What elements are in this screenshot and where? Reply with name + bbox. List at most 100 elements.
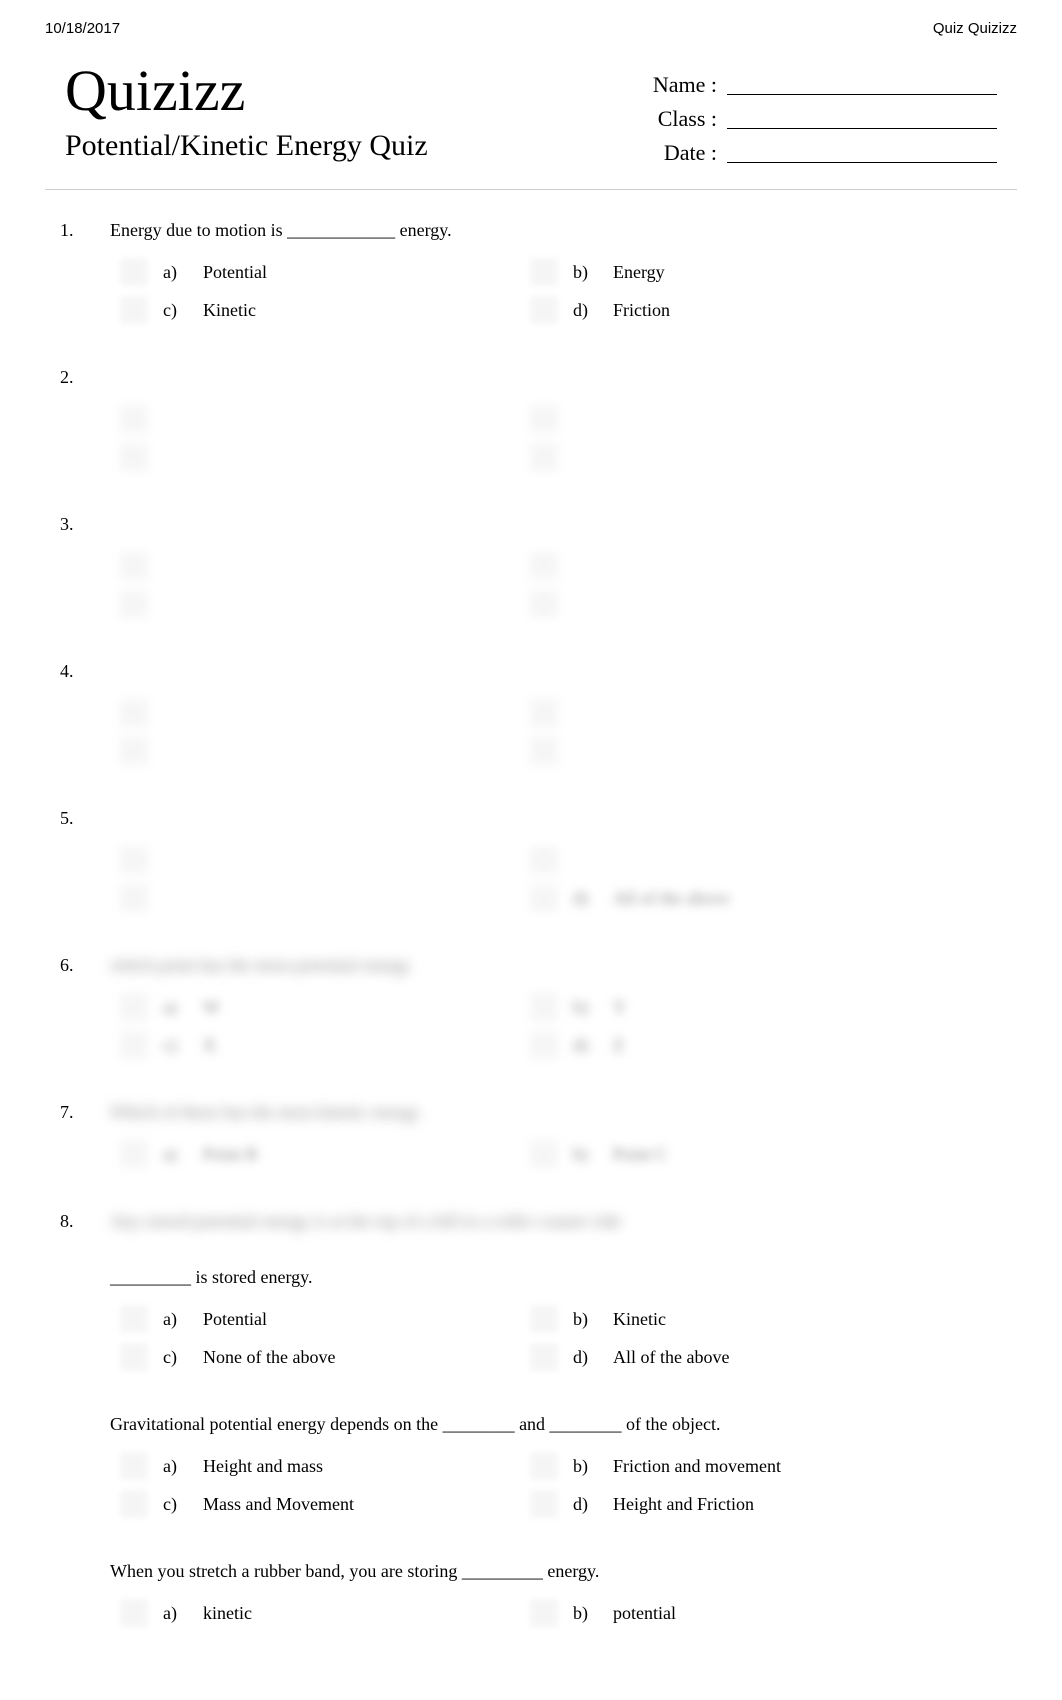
option-checkbox[interactable] <box>530 1599 558 1627</box>
option-checkbox[interactable] <box>120 1343 148 1371</box>
option-row: a)Potential <box>120 256 530 288</box>
options-grid: a)kineticb)potential <box>60 1597 1017 1635</box>
option-checkbox[interactable] <box>530 699 558 727</box>
options-col-right: b)Energyd)Friction <box>530 256 940 332</box>
option-checkbox[interactable] <box>530 846 558 874</box>
option-checkbox[interactable] <box>530 1490 558 1518</box>
class-label: Class : <box>637 106 727 132</box>
name-line[interactable] <box>727 75 997 95</box>
question-number: 2. <box>60 367 110 388</box>
header-date: 10/18/2017 <box>45 20 120 37</box>
option-letter: a) <box>163 997 203 1018</box>
option-row: c)None of the above <box>120 1341 530 1373</box>
options-grid <box>60 403 1017 479</box>
date-line[interactable] <box>727 143 997 163</box>
options-col-left: a)Wc)X <box>120 991 530 1067</box>
option-row <box>120 882 530 914</box>
option-checkbox[interactable] <box>120 1140 148 1168</box>
options-col-left: a)Point B <box>120 1138 530 1176</box>
option-row: a)Potential <box>120 1303 530 1335</box>
options-col-left: a)Potential c)None of the above <box>120 1303 530 1379</box>
question-number: 7. <box>60 1102 110 1123</box>
option-checkbox[interactable] <box>530 258 558 286</box>
option-checkbox[interactable] <box>530 993 558 1021</box>
option-checkbox[interactable] <box>530 1031 558 1059</box>
name-label: Name : <box>637 72 727 98</box>
options-grid <box>60 697 1017 773</box>
option-checkbox[interactable] <box>530 296 558 324</box>
page-header: 10/18/2017 Quiz Quizizz <box>0 0 1062 47</box>
option-row <box>530 697 940 729</box>
options-col-left <box>120 550 530 626</box>
question-row: 3. <box>60 514 1017 535</box>
option-checkbox[interactable] <box>120 1452 148 1480</box>
option-checkbox[interactable] <box>530 590 558 618</box>
option-text: Point B <box>203 1144 258 1165</box>
option-checkbox[interactable] <box>120 296 148 324</box>
option-checkbox[interactable] <box>120 443 148 471</box>
option-checkbox[interactable] <box>120 699 148 727</box>
option-row <box>120 844 530 876</box>
option-checkbox[interactable] <box>120 1599 148 1627</box>
option-checkbox[interactable] <box>530 1343 558 1371</box>
option-letter: d) <box>573 888 613 909</box>
info-block: Name : Class : Date : <box>637 57 997 174</box>
options-grid: a)Point Bb)Point C <box>60 1138 1017 1176</box>
option-row <box>120 550 530 582</box>
option-row <box>120 697 530 729</box>
option-checkbox[interactable] <box>530 737 558 765</box>
options-grid: a)Potentialc)None of the aboveb)Kineticd… <box>60 1303 1017 1379</box>
option-checkbox[interactable] <box>530 1305 558 1333</box>
option-text: Friction <box>613 300 670 321</box>
options-col-right: b)Friction and movementd)Height and Fric… <box>530 1450 940 1526</box>
question-text: Any stored potential energy is at the to… <box>110 1211 1017 1232</box>
option-text: Potential <box>203 262 267 283</box>
option-checkbox[interactable] <box>120 258 148 286</box>
option-row: d)Z <box>530 1029 940 1061</box>
option-checkbox[interactable] <box>530 443 558 471</box>
option-checkbox[interactable] <box>120 1490 148 1518</box>
question-block: _________ is stored energy.a)Potentialc)… <box>45 1267 1017 1379</box>
option-checkbox[interactable] <box>530 1452 558 1480</box>
options-col-right: b)potential <box>530 1597 940 1635</box>
option-row: c)Kinetic <box>120 294 530 326</box>
option-checkbox[interactable] <box>120 552 148 580</box>
option-text: X <box>203 1035 216 1056</box>
question-block: 1.Energy due to motion is ____________ e… <box>45 220 1017 332</box>
name-row: Name : <box>637 72 997 98</box>
options-grid: a)Wc)Xb)Yd)Z <box>60 991 1017 1067</box>
option-checkbox[interactable] <box>120 1031 148 1059</box>
question-row: When you stretch a rubber band, you are … <box>60 1561 1017 1582</box>
options-col-right: b)Yd)Z <box>530 991 940 1067</box>
option-checkbox[interactable] <box>530 1140 558 1168</box>
option-checkbox[interactable] <box>120 884 148 912</box>
option-checkbox[interactable] <box>530 552 558 580</box>
option-checkbox[interactable] <box>120 1305 148 1333</box>
option-text: Mass and Movement <box>203 1494 354 1515</box>
option-text: Kinetic <box>203 300 256 321</box>
question-number: 1. <box>60 220 110 241</box>
worksheet: Quizizz Potential/Kinetic Energy Quiz Na… <box>0 47 1062 1700</box>
option-checkbox[interactable] <box>120 590 148 618</box>
option-row <box>530 403 940 435</box>
question-number: 6. <box>60 955 110 976</box>
option-checkbox[interactable] <box>120 405 148 433</box>
class-row: Class : <box>637 106 997 132</box>
option-checkbox[interactable] <box>120 737 148 765</box>
option-letter: a) <box>163 1309 203 1330</box>
option-checkbox[interactable] <box>530 884 558 912</box>
option-row: a)Point B <box>120 1138 530 1170</box>
option-row: b)Kinetic <box>530 1303 940 1335</box>
option-checkbox[interactable] <box>120 846 148 874</box>
option-checkbox[interactable] <box>530 405 558 433</box>
option-row <box>120 441 530 473</box>
option-row <box>120 735 530 767</box>
class-line[interactable] <box>727 109 997 129</box>
option-letter: b) <box>573 262 613 283</box>
question-number: 3. <box>60 514 110 535</box>
options-col-left <box>120 403 530 479</box>
options-col-left: a)kinetic <box>120 1597 530 1635</box>
option-checkbox[interactable] <box>120 993 148 1021</box>
option-row: d)Height and Friction <box>530 1488 940 1520</box>
option-row: a)Height and mass <box>120 1450 530 1482</box>
